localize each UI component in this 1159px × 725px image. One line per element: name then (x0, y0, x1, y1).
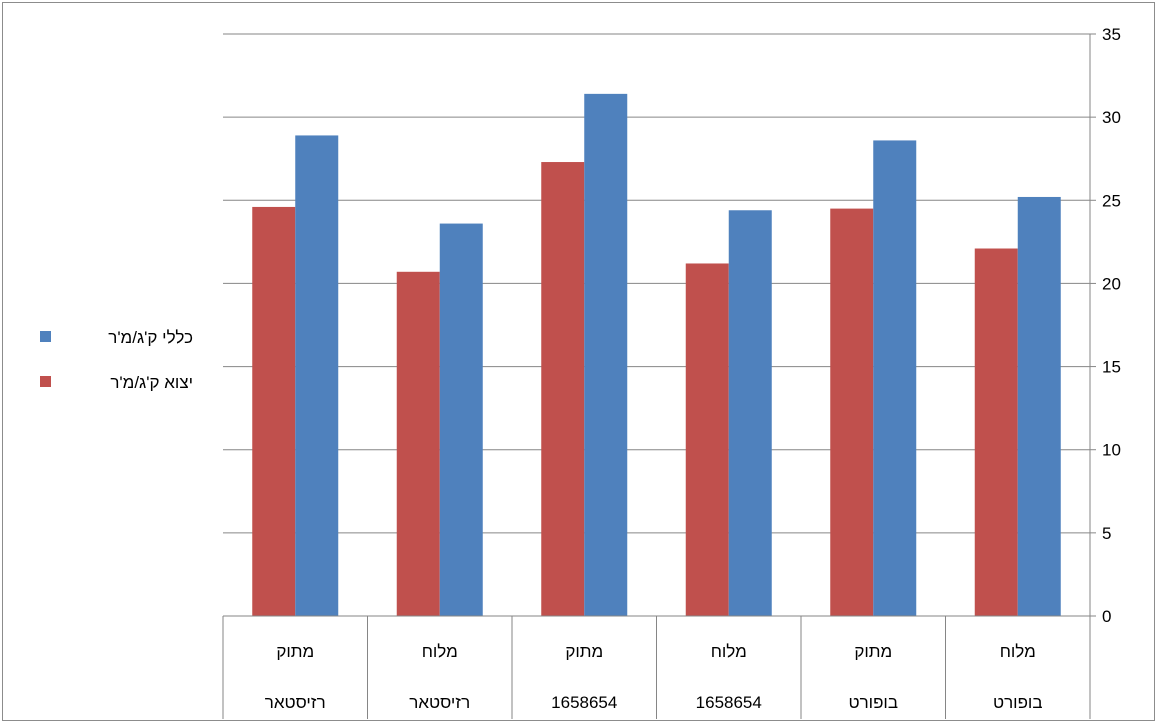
bar (873, 140, 917, 616)
bar (396, 271, 440, 616)
bar (252, 206, 296, 617)
y-tick-label: 15 (1102, 358, 1121, 377)
gridlines (223, 33, 1090, 534)
category-label: בופורט (848, 693, 898, 712)
y-tick-label: 35 (1102, 25, 1121, 44)
bar (1017, 196, 1061, 616)
bar (541, 162, 585, 617)
y-tick-label: 10 (1102, 441, 1121, 460)
y-axis-tick-labels: 0 5 10 15 20 25 30 35 (1102, 25, 1121, 626)
category-label: מלוח (422, 642, 458, 661)
category-label: 1658654 (696, 693, 762, 712)
legend-label: יצוא ק'ג/מ'ר (110, 373, 193, 392)
category-label: 1658654 (551, 693, 617, 712)
y-tick-label: 30 (1102, 108, 1121, 127)
category-label: רזיסטאר (265, 693, 326, 712)
category-labels: מתוק רזיסטאר מלוח רזיסטאר מתוק 1658654 מלוח 165… (265, 642, 1043, 712)
bars (252, 93, 1061, 617)
bar (295, 135, 339, 617)
legend: כללי ק'ג/מ'ר יצוא ק'ג/מ'ר (40, 328, 193, 392)
category-label: מלוח (711, 642, 747, 661)
bar (439, 223, 483, 616)
category-label: מתוק (854, 642, 892, 661)
legend-label: כללי ק'ג/מ'ר (108, 328, 193, 347)
bar (974, 248, 1018, 616)
y-tick-label: 25 (1102, 191, 1121, 210)
axes (222, 33, 1096, 719)
category-label: רזיסטאר (409, 693, 470, 712)
legend-swatch (40, 331, 51, 342)
y-tick-label: 5 (1102, 524, 1111, 543)
y-tick-label: 0 (1102, 607, 1111, 626)
category-label: בופורט (993, 693, 1043, 712)
y-tick-label: 20 (1102, 274, 1121, 293)
bar (584, 93, 628, 616)
bar (685, 263, 729, 616)
category-label: מתוק (565, 642, 603, 661)
bar (830, 208, 874, 616)
category-label: מתוק (276, 642, 314, 661)
category-label: מלוח (1000, 642, 1036, 661)
bar (728, 210, 772, 616)
legend-swatch (40, 376, 51, 387)
